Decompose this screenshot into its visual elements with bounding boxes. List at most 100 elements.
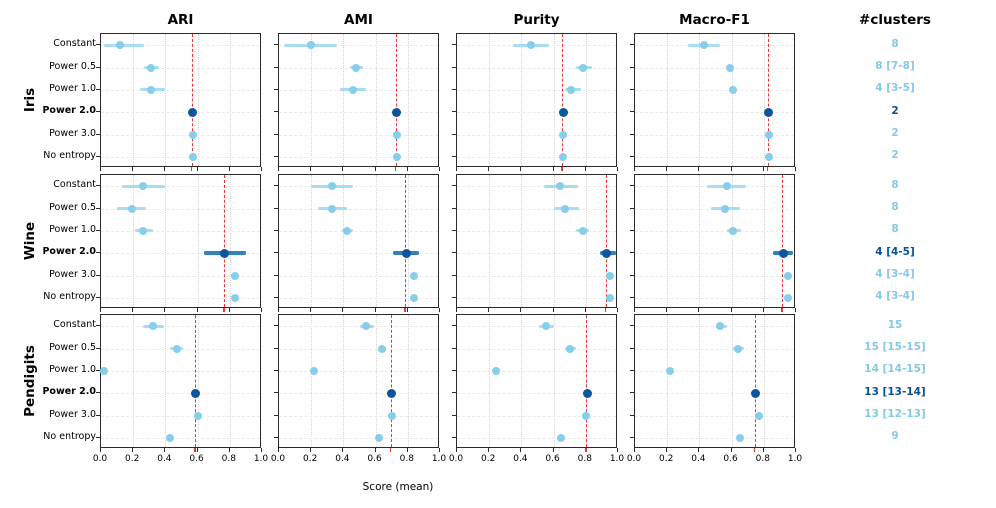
marker: [188, 152, 197, 161]
y-axis-tick: [452, 44, 456, 46]
y-axis-tick: [630, 252, 634, 254]
x-axis-tick: [520, 308, 522, 312]
x-axis-tick: [584, 167, 586, 171]
x-axis-tick: [100, 448, 101, 452]
vertical-gridline: [343, 315, 345, 447]
method-label: Constant: [53, 179, 96, 191]
clusters-header: #clusters: [859, 12, 931, 28]
vertical-gridline: [311, 315, 313, 447]
marker: [729, 226, 738, 235]
method-label: Power 3.0: [49, 408, 96, 420]
marker: [148, 322, 157, 331]
horizontal-gridline: [101, 186, 260, 188]
x-axis-tick: [617, 167, 618, 171]
vertical-gridline: [375, 34, 377, 166]
cluster-count: 8: [891, 37, 899, 50]
x-tick-label: 0.8: [577, 454, 592, 464]
vertical-gridline: [229, 175, 231, 307]
horizontal-gridline: [101, 208, 260, 210]
y-axis-tick: [274, 111, 278, 113]
x-axis-tick: [261, 167, 262, 171]
y-axis-tick: [96, 252, 100, 254]
marker: [605, 271, 614, 280]
y-axis-tick: [274, 325, 278, 327]
horizontal-gridline: [101, 45, 260, 47]
vertical-gridline: [585, 34, 587, 166]
marker-highlight: [191, 388, 201, 398]
subplot-Iris-AMI: [278, 33, 439, 167]
y-axis-tick: [274, 88, 278, 90]
horizontal-gridline: [457, 134, 616, 136]
vertical-gridline: [165, 34, 167, 166]
horizontal-gridline: [635, 230, 794, 232]
vertical-gridline: [197, 175, 199, 307]
y-axis-tick: [630, 88, 634, 90]
y-axis-tick: [274, 347, 278, 349]
marker: [387, 411, 396, 420]
horizontal-gridline: [635, 134, 794, 136]
y-axis-tick: [274, 229, 278, 231]
marker: [783, 271, 792, 280]
cluster-count: 4 [3-4]: [875, 268, 915, 280]
vertical-gridline: [667, 34, 669, 166]
y-axis-tick: [274, 369, 278, 371]
marker: [567, 85, 576, 94]
y-axis-tick: [452, 111, 456, 113]
x-axis-tick: [196, 308, 198, 312]
x-axis-tick: [762, 167, 764, 171]
marker: [361, 322, 370, 331]
subplot-Pendigits-ARI: [100, 314, 261, 448]
horizontal-gridline: [457, 393, 616, 395]
y-axis-tick: [630, 274, 634, 276]
cluster-count: 4 [3-5]: [875, 82, 915, 95]
power2-refline: [562, 34, 564, 166]
marker-highlight: [582, 388, 592, 398]
horizontal-gridline: [279, 393, 438, 395]
y-axis-tick: [274, 44, 278, 46]
horizontal-gridline: [101, 437, 260, 439]
vertical-gridline: [521, 315, 523, 447]
horizontal-gridline: [101, 393, 260, 395]
method-label: Constant: [53, 319, 96, 331]
x-tick-label: 0.8: [755, 454, 770, 464]
x-tick-label: 0.4: [691, 454, 706, 464]
marker: [146, 85, 155, 94]
vertical-gridline: [763, 34, 765, 166]
x-axis-tick: [666, 308, 668, 312]
horizontal-gridline: [101, 275, 260, 277]
marker: [392, 130, 401, 139]
x-axis-tick: [374, 308, 376, 312]
horizontal-gridline: [101, 297, 260, 299]
x-axis-tick: [439, 167, 440, 171]
x-tick-label: 0.4: [157, 454, 172, 464]
y-axis-tick: [274, 252, 278, 254]
power2-refline: [405, 175, 407, 307]
x-axis-tick: [261, 448, 262, 452]
marker: [754, 411, 763, 420]
y-axis-tick: [96, 66, 100, 68]
horizontal-gridline: [457, 156, 616, 158]
method-label: Power 2.0: [42, 105, 96, 117]
cluster-count: 9: [891, 430, 899, 443]
y-axis-tick: [452, 296, 456, 298]
vertical-gridline: [521, 175, 523, 307]
vertical-gridline: [407, 315, 409, 447]
x-tick-label: 0.0: [92, 454, 108, 464]
vertical-gridline: [197, 34, 199, 166]
y-axis-tick: [452, 392, 456, 394]
x-axis-tick: [634, 167, 635, 171]
y-axis-tick: [452, 229, 456, 231]
x-tick-label: 0.2: [125, 454, 140, 464]
refline-axis-tick: [585, 448, 588, 452]
marker-highlight: [220, 248, 230, 258]
x-axis-tick: [520, 448, 522, 452]
marker-highlight: [764, 107, 774, 117]
x-axis-tick: [456, 308, 457, 312]
marker: [734, 344, 743, 353]
y-axis-tick: [96, 296, 100, 298]
vertical-gridline: [585, 315, 587, 447]
x-axis-tick: [164, 448, 166, 452]
y-axis-tick: [452, 88, 456, 90]
marker: [559, 152, 568, 161]
marker-highlight: [387, 388, 397, 398]
